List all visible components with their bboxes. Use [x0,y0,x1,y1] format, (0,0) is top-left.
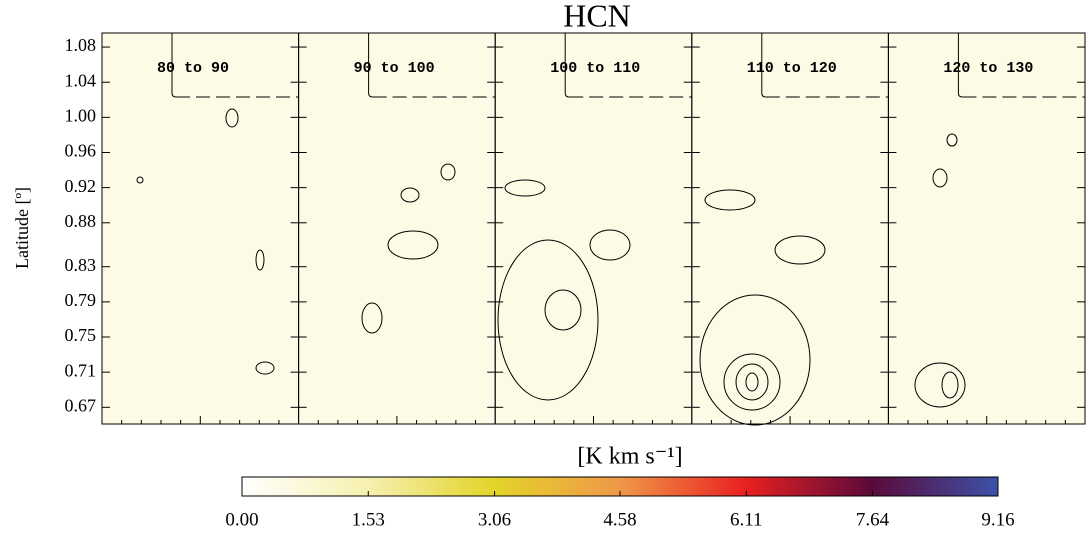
contour [735,363,769,401]
colorbar-label: [K km s⁻¹] [577,444,682,470]
label-box [171,33,177,98]
panels [102,33,1085,424]
chart-title: HCN [563,0,631,33]
contour [497,239,599,401]
colorbar-tick-label: 7.64 [856,509,890,530]
contour [941,371,959,399]
colorbar-tick-label: 3.06 [478,509,511,530]
contour [400,187,420,203]
contour [361,302,383,334]
label-box [368,33,373,98]
y-tick-label: 0.96 [65,141,97,161]
contour [745,372,759,392]
y-tick-label: 0.75 [65,325,97,345]
contour [544,289,582,331]
contour [136,176,144,184]
colorbar-tick-label: 4.58 [603,509,636,530]
contour [932,168,948,188]
colorbar-tick-label: 0.00 [225,509,258,530]
panel-background [888,33,1085,424]
colorbar-tick-label: 9.16 [981,509,1014,530]
colorbar-tick-label: 6.11 [730,509,763,530]
contour [589,229,631,261]
colorbar-tick-label: 1.53 [352,509,385,530]
panel-background [102,33,299,424]
panel-label: 80 to 90 [157,60,229,77]
y-tick-label: 0.83 [65,255,97,275]
contour [946,133,958,147]
y-tick-label: 0.92 [65,176,97,196]
contour [699,294,811,426]
y-tick-label: 0.71 [65,360,97,380]
panel-label: 110 to 120 [747,60,837,77]
contours [136,108,966,426]
contour [723,353,781,411]
y-tick-label: 1.04 [65,70,97,90]
panel-background [298,33,496,424]
contour [255,249,265,271]
contour [225,108,239,128]
contour [914,362,966,408]
panel-label: 90 to 100 [354,60,435,77]
y-tick-label: 0.67 [65,395,97,415]
label-box [761,33,766,98]
contour [504,179,546,197]
panel-label: 100 to 110 [550,60,640,77]
contour [774,235,826,265]
contour [387,230,439,260]
y-axis-label: Latitude [º] [12,187,32,269]
label-box [957,33,963,98]
contour [440,163,456,181]
axes: 80 to 90 90 to 100 100 to 110 110 to 120 120… [65,32,1086,530]
contour [255,361,275,375]
y-tick-label: 0.88 [65,211,97,231]
y-tick-label: 0.79 [65,290,97,310]
panel-background [691,33,889,424]
panel-background [495,33,692,424]
y-tick-label: 1.00 [65,105,97,125]
panel-label: 120 to 130 [943,60,1033,77]
label-box [564,33,570,98]
contour [704,189,756,211]
y-tick-label: 1.08 [65,35,97,55]
